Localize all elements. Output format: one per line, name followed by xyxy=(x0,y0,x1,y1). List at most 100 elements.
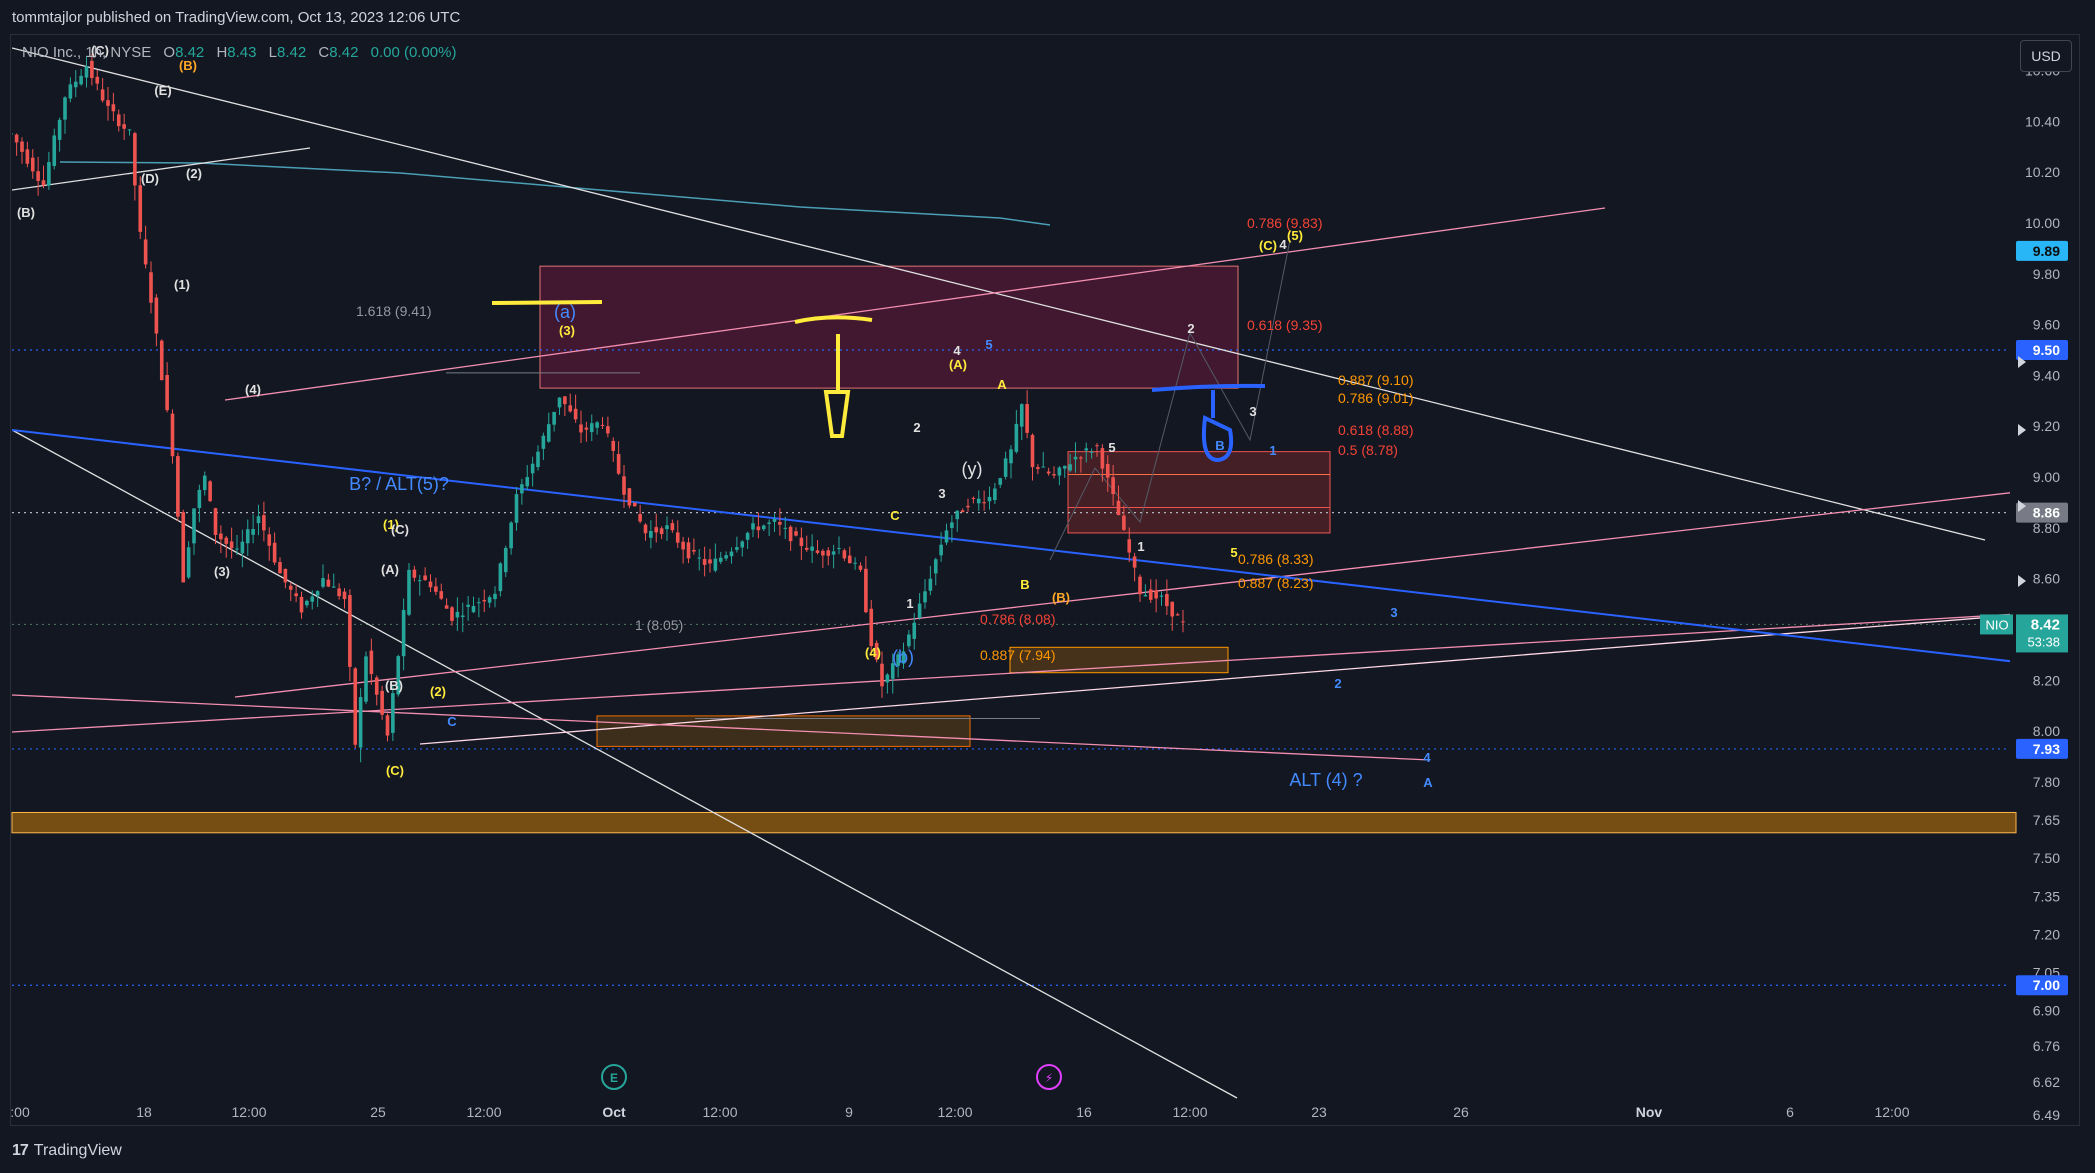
candle-body[interactable] xyxy=(659,528,664,535)
candle-body[interactable] xyxy=(133,133,137,186)
candle-body[interactable] xyxy=(557,397,562,408)
candle-body[interactable] xyxy=(783,527,788,529)
candle-body[interactable] xyxy=(192,508,196,544)
candle-body[interactable] xyxy=(305,600,309,606)
candle-body[interactable] xyxy=(955,510,960,520)
candle-body[interactable] xyxy=(665,525,669,530)
candle-body[interactable] xyxy=(778,522,782,525)
candle-body[interactable] xyxy=(1143,594,1148,597)
candle-body[interactable] xyxy=(756,526,761,531)
candle-body[interactable] xyxy=(149,272,153,303)
currency-button[interactable]: USD xyxy=(2020,40,2072,72)
candle-body[interactable] xyxy=(831,551,836,555)
candle-body[interactable] xyxy=(25,149,30,164)
candle-body[interactable] xyxy=(159,340,164,381)
candle-body[interactable] xyxy=(1148,589,1153,600)
candle-body[interactable] xyxy=(740,541,745,548)
candle-body[interactable] xyxy=(1105,463,1110,478)
candle-body[interactable] xyxy=(1159,595,1164,597)
candle-body[interactable] xyxy=(288,585,293,590)
dividend-flash-icon[interactable] xyxy=(1036,1064,1062,1090)
candle-body[interactable] xyxy=(530,463,535,474)
candle-body[interactable] xyxy=(165,375,169,411)
candle-body[interactable] xyxy=(1181,621,1185,623)
candle-body[interactable] xyxy=(503,548,508,573)
candle-body[interactable] xyxy=(9,133,14,135)
candle-body[interactable] xyxy=(869,608,874,647)
candle-body[interactable] xyxy=(1073,456,1078,460)
candle-body[interactable] xyxy=(487,597,492,603)
candle-body[interactable] xyxy=(267,534,272,546)
candle-body[interactable] xyxy=(229,541,234,549)
candle-body[interactable] xyxy=(525,477,530,487)
candle-body[interactable] xyxy=(342,591,347,600)
candle-body[interactable] xyxy=(299,596,304,613)
candle-body[interactable] xyxy=(106,100,110,106)
candle-body[interactable] xyxy=(853,562,857,564)
candle-body[interactable] xyxy=(396,656,401,695)
candle-body[interactable] xyxy=(1068,464,1072,471)
candle-body[interactable] xyxy=(493,593,497,600)
candle-body[interactable] xyxy=(982,502,986,504)
tradingview-logo[interactable]: 17 TradingView xyxy=(12,1142,122,1160)
candle-body[interactable] xyxy=(692,549,696,552)
candle-body[interactable] xyxy=(912,622,917,639)
candle-body[interactable] xyxy=(321,578,325,587)
candle-body[interactable] xyxy=(606,426,610,434)
candle-body[interactable] xyxy=(197,489,202,509)
candle-body[interactable] xyxy=(713,558,718,571)
candle-body[interactable] xyxy=(326,579,331,587)
candle-body[interactable] xyxy=(84,66,89,78)
candle-body[interactable] xyxy=(358,697,363,748)
candle-body[interactable] xyxy=(331,586,336,588)
candle-body[interactable] xyxy=(718,557,723,562)
candle-body[interactable] xyxy=(643,524,648,534)
candle-body[interactable] xyxy=(638,514,642,522)
candle-body[interactable] xyxy=(998,478,1003,485)
candle-body[interactable] xyxy=(864,568,868,613)
candle-body[interactable] xyxy=(477,602,481,604)
candle-body[interactable] xyxy=(1084,448,1089,451)
candle-body[interactable] xyxy=(450,607,454,621)
candle-body[interactable] xyxy=(68,84,73,99)
candle-body[interactable] xyxy=(95,76,100,84)
candle-body[interactable] xyxy=(589,423,594,433)
candle-body[interactable] xyxy=(890,663,895,679)
candle-body[interactable] xyxy=(240,541,245,554)
candle-body[interactable] xyxy=(353,668,358,745)
candle-body[interactable] xyxy=(138,185,143,232)
candle-body[interactable] xyxy=(923,591,927,603)
candle-body[interactable] xyxy=(735,547,739,550)
candle-body[interactable] xyxy=(380,690,384,715)
candle-body[interactable] xyxy=(294,593,298,597)
candle-body[interactable] xyxy=(1030,434,1035,468)
candle-body[interactable] xyxy=(1175,614,1180,616)
candle-body[interactable] xyxy=(976,498,981,504)
candle-body[interactable] xyxy=(1052,474,1056,476)
candle-body[interactable] xyxy=(428,581,433,588)
candle-body[interactable] xyxy=(837,548,841,550)
candle-body[interactable] xyxy=(546,424,551,442)
candle-body[interactable] xyxy=(745,532,750,540)
candle-body[interactable] xyxy=(1170,601,1175,617)
candle-body[interactable] xyxy=(47,162,51,186)
candle-body[interactable] xyxy=(1009,449,1013,464)
candle-body[interactable] xyxy=(1041,466,1046,468)
candle-body[interactable] xyxy=(466,604,470,607)
candle-body[interactable] xyxy=(434,586,438,592)
candle-body[interactable] xyxy=(536,451,540,468)
candle-body[interactable] xyxy=(364,656,368,702)
candle-body[interactable] xyxy=(960,510,965,513)
candle-body[interactable] xyxy=(444,605,449,609)
candle-body[interactable] xyxy=(36,171,40,181)
candle-body[interactable] xyxy=(729,551,734,557)
earnings-icon[interactable] xyxy=(601,1064,627,1090)
candle-body[interactable] xyxy=(412,569,417,578)
candle-body[interactable] xyxy=(439,591,444,599)
candle-body[interactable] xyxy=(874,642,879,660)
candle-body[interactable] xyxy=(971,497,976,499)
candle-body[interactable] xyxy=(514,494,519,523)
candle-body[interactable] xyxy=(1025,404,1029,433)
candle-body[interactable] xyxy=(111,104,116,112)
candle-body[interactable] xyxy=(1014,423,1019,452)
